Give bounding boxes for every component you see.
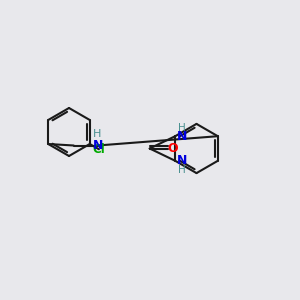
Text: N: N (177, 130, 187, 143)
Text: N: N (177, 154, 187, 167)
Text: H: H (93, 129, 101, 139)
Text: H: H (178, 123, 186, 133)
Text: H: H (178, 165, 186, 175)
Text: O: O (168, 142, 178, 155)
Text: N: N (92, 139, 103, 152)
Text: Cl: Cl (92, 143, 105, 156)
